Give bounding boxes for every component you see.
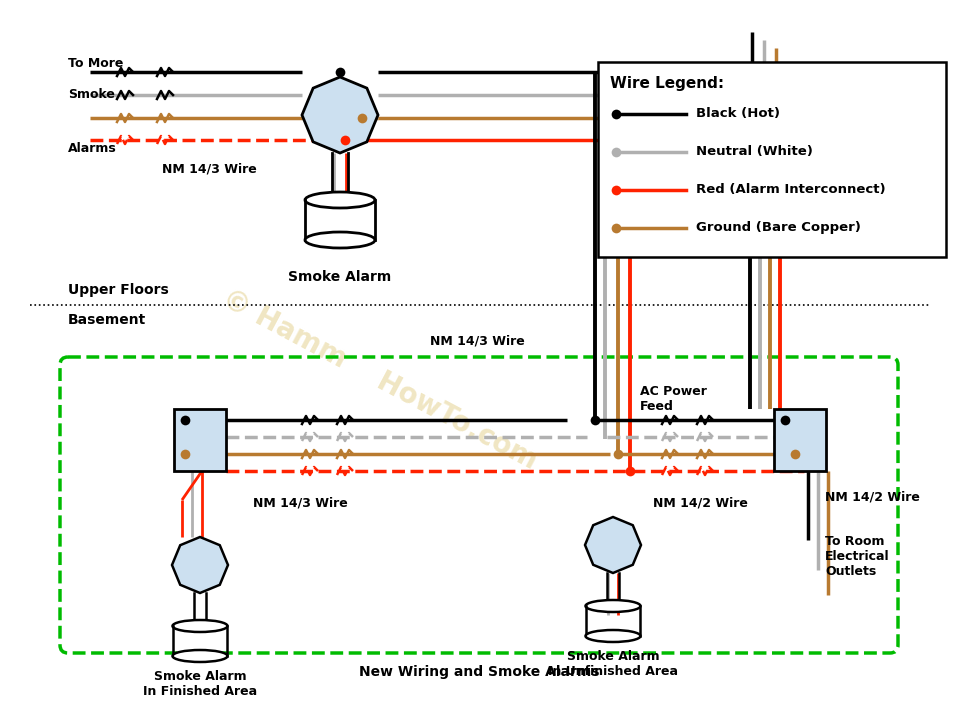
Ellipse shape — [586, 600, 640, 612]
Text: New Wiring and Smoke Alarms: New Wiring and Smoke Alarms — [359, 665, 599, 679]
Text: Wire Legend:: Wire Legend: — [610, 76, 724, 91]
Text: NM 14/2 Wire: NM 14/2 Wire — [825, 490, 920, 503]
Text: Alarms: Alarms — [68, 142, 117, 155]
Text: © Hamm    HowTo.com: © Hamm HowTo.com — [218, 285, 542, 475]
Text: Red (Alarm Interconnect): Red (Alarm Interconnect) — [696, 184, 886, 197]
Text: Basement: Basement — [68, 313, 146, 327]
Ellipse shape — [586, 630, 640, 642]
Ellipse shape — [305, 232, 375, 248]
Text: NM 14/3 Wire: NM 14/3 Wire — [252, 496, 348, 509]
Text: Ground (Bare Copper): Ground (Bare Copper) — [696, 222, 861, 235]
Text: Smoke Alarm: Smoke Alarm — [288, 270, 392, 284]
Polygon shape — [172, 537, 228, 593]
Text: Neutral (White): Neutral (White) — [696, 145, 813, 158]
Ellipse shape — [173, 620, 228, 632]
Text: AC Power
Feed: AC Power Feed — [640, 385, 707, 413]
Text: Upper Floors: Upper Floors — [68, 283, 169, 297]
Text: To More: To More — [68, 57, 124, 70]
Text: Smoke Alarm
In Unfinished Area: Smoke Alarm In Unfinished Area — [548, 650, 678, 678]
Text: NM 14/3 Wire: NM 14/3 Wire — [430, 335, 525, 348]
Text: NM 14/2 Wire: NM 14/2 Wire — [653, 496, 748, 509]
Text: Smoke: Smoke — [68, 89, 115, 102]
FancyBboxPatch shape — [598, 62, 946, 257]
Polygon shape — [302, 77, 378, 153]
Polygon shape — [585, 517, 641, 573]
Bar — [174, 409, 226, 471]
Bar — [774, 409, 826, 471]
Ellipse shape — [305, 192, 375, 208]
Text: NM 14/2 Wire: NM 14/2 Wire — [825, 204, 920, 217]
Text: Black (Hot): Black (Hot) — [696, 107, 780, 120]
Ellipse shape — [173, 650, 228, 662]
Text: Smoke Alarm
In Finished Area: Smoke Alarm In Finished Area — [143, 670, 257, 698]
Text: To Room
Electrical
Outlets: To Room Electrical Outlets — [825, 535, 890, 578]
Text: NM 14/3 Wire: NM 14/3 Wire — [162, 162, 256, 175]
Text: Feed from
Circuit
Breaker: Feed from Circuit Breaker — [825, 62, 897, 105]
